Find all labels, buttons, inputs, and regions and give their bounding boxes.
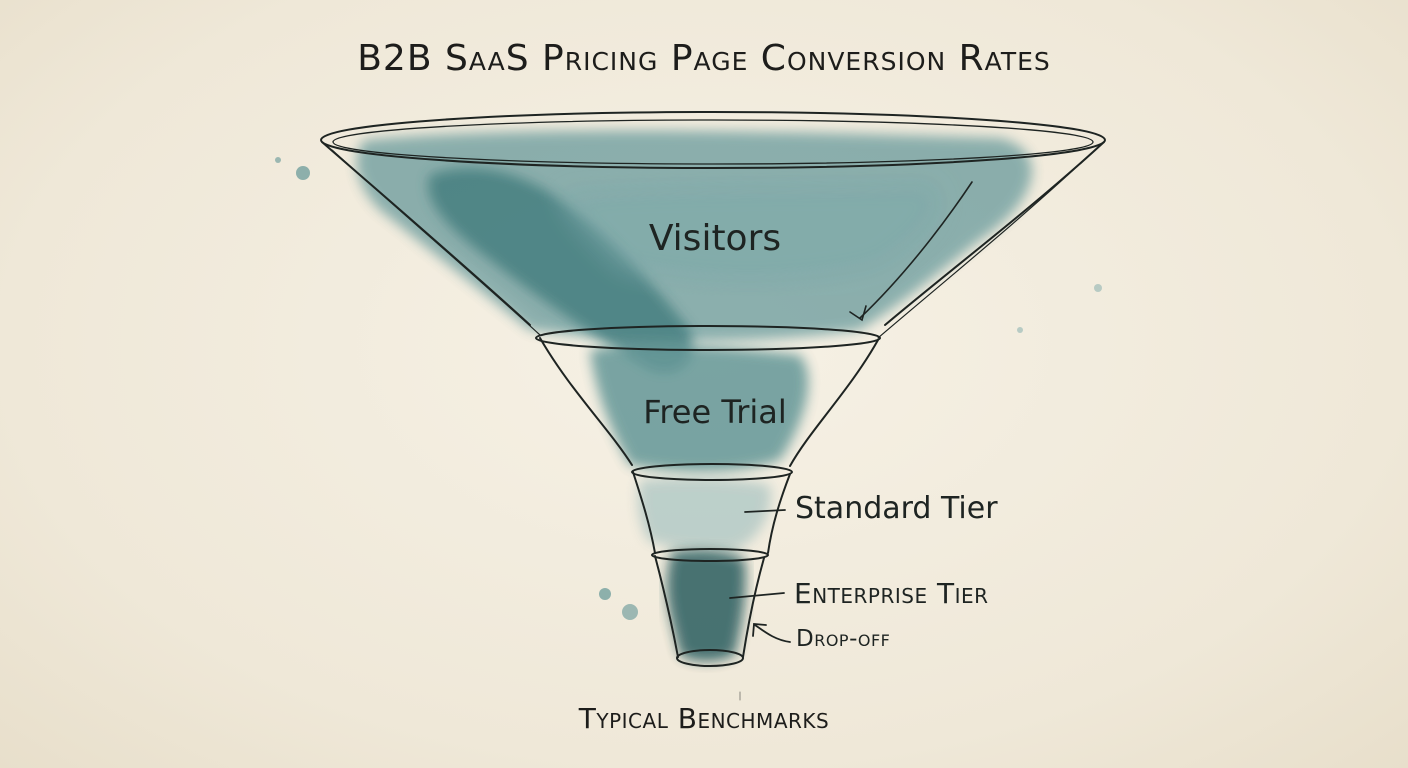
- page-title: B2B SaaS Pricing Page Conversion Rates: [357, 38, 1051, 79]
- dropoff-arrow: [754, 624, 791, 643]
- footer-caption: Typical Benchmarks: [578, 702, 830, 735]
- label-leaders: [729, 509, 791, 643]
- stage-label-free-trial: Free Trial: [643, 393, 787, 431]
- dropoff-arrowhead: [752, 623, 767, 637]
- leader-line-standard: [744, 509, 786, 513]
- watercolor-wash: [275, 130, 1102, 662]
- dropoff-annotation: Drop-off: [796, 626, 891, 652]
- leader-line-enterprise: [729, 592, 785, 599]
- stage-label-standard-tier: Standard Tier: [795, 491, 998, 526]
- funnel-outline: [320, 111, 1106, 701]
- stage-label-enterprise-tier: Enterprise Tier: [794, 577, 989, 610]
- stage-label-visitors: Visitors: [648, 218, 782, 259]
